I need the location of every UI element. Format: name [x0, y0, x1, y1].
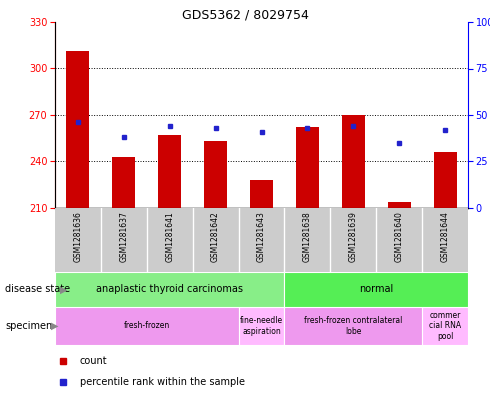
Text: fresh-frozen: fresh-frozen — [123, 321, 170, 331]
Text: anaplastic thyroid carcinomas: anaplastic thyroid carcinomas — [96, 285, 243, 294]
Text: commer
cial RNA
pool: commer cial RNA pool — [429, 311, 461, 341]
Bar — [239, 208, 284, 272]
Bar — [101, 208, 147, 272]
Bar — [67, 51, 89, 208]
Bar — [296, 127, 319, 208]
Text: specimen: specimen — [5, 321, 52, 331]
Bar — [55, 307, 239, 345]
Bar — [112, 157, 135, 208]
Bar — [55, 272, 284, 307]
Bar — [147, 208, 193, 272]
Text: GSM1281637: GSM1281637 — [120, 211, 128, 262]
Text: GSM1281643: GSM1281643 — [257, 211, 266, 262]
Bar — [330, 208, 376, 272]
Bar — [422, 307, 468, 345]
Bar — [193, 208, 239, 272]
Bar — [422, 208, 468, 272]
Bar — [342, 115, 365, 208]
Bar — [388, 202, 411, 208]
Text: fine-needle
aspiration: fine-needle aspiration — [240, 316, 283, 336]
Text: ▶: ▶ — [60, 285, 68, 294]
Text: GSM1281644: GSM1281644 — [441, 211, 449, 262]
Bar — [284, 307, 422, 345]
Text: GSM1281638: GSM1281638 — [303, 211, 312, 262]
Text: GSM1281636: GSM1281636 — [74, 211, 82, 262]
Bar — [284, 272, 468, 307]
Text: normal: normal — [359, 285, 393, 294]
Bar — [434, 152, 457, 208]
Bar — [284, 208, 330, 272]
Text: ▶: ▶ — [51, 321, 58, 331]
Text: disease state: disease state — [5, 285, 70, 294]
Bar — [55, 208, 101, 272]
Bar — [250, 180, 273, 208]
Text: percentile rank within the sample: percentile rank within the sample — [80, 377, 245, 387]
Bar — [158, 135, 181, 208]
Text: GSM1281641: GSM1281641 — [165, 211, 174, 262]
Bar — [376, 208, 422, 272]
Text: count: count — [80, 356, 107, 366]
Text: GDS5362 / 8029754: GDS5362 / 8029754 — [182, 8, 308, 21]
Bar — [204, 141, 227, 208]
Text: fresh-frozen contralateral
lobe: fresh-frozen contralateral lobe — [304, 316, 402, 336]
Text: GSM1281639: GSM1281639 — [349, 211, 358, 262]
Text: GSM1281640: GSM1281640 — [394, 211, 404, 262]
Text: GSM1281642: GSM1281642 — [211, 211, 220, 262]
Bar — [239, 307, 284, 345]
